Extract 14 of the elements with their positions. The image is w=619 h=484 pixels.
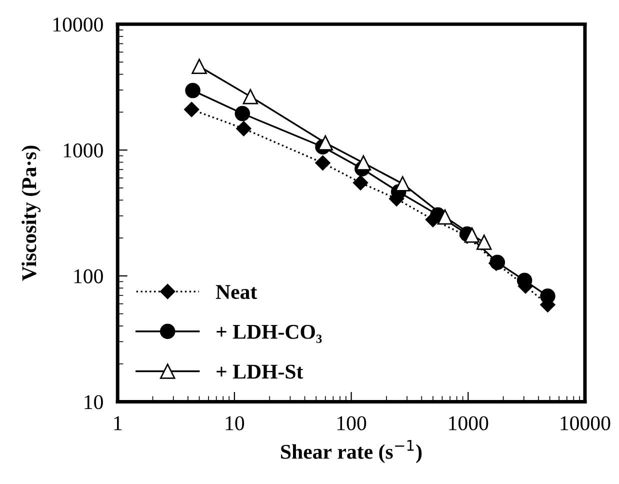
legend-label: + LDH-CO₃: [216, 324, 322, 344]
legend-label: + LDH-St: [216, 364, 304, 379]
y-tick-label: 10: [84, 395, 103, 410]
x-axis-title: Shear rate (s$^{−1}$): [281, 440, 422, 464]
y-axis-title: Viscosity (Pa·s): [22, 146, 41, 281]
y-tick-label: 100: [74, 269, 103, 284]
legend-label: Neat: [216, 285, 258, 300]
x-tick-label: 1: [114, 416, 122, 430]
x-tick-label: 1000: [449, 416, 488, 430]
x-tick-label: 10000: [560, 416, 610, 430]
x-tick-label: 100: [337, 416, 366, 430]
x-tick-label: 10: [226, 416, 244, 430]
y-tick-label: 1000: [64, 143, 103, 158]
y-tick-label: 10000: [53, 18, 103, 32]
